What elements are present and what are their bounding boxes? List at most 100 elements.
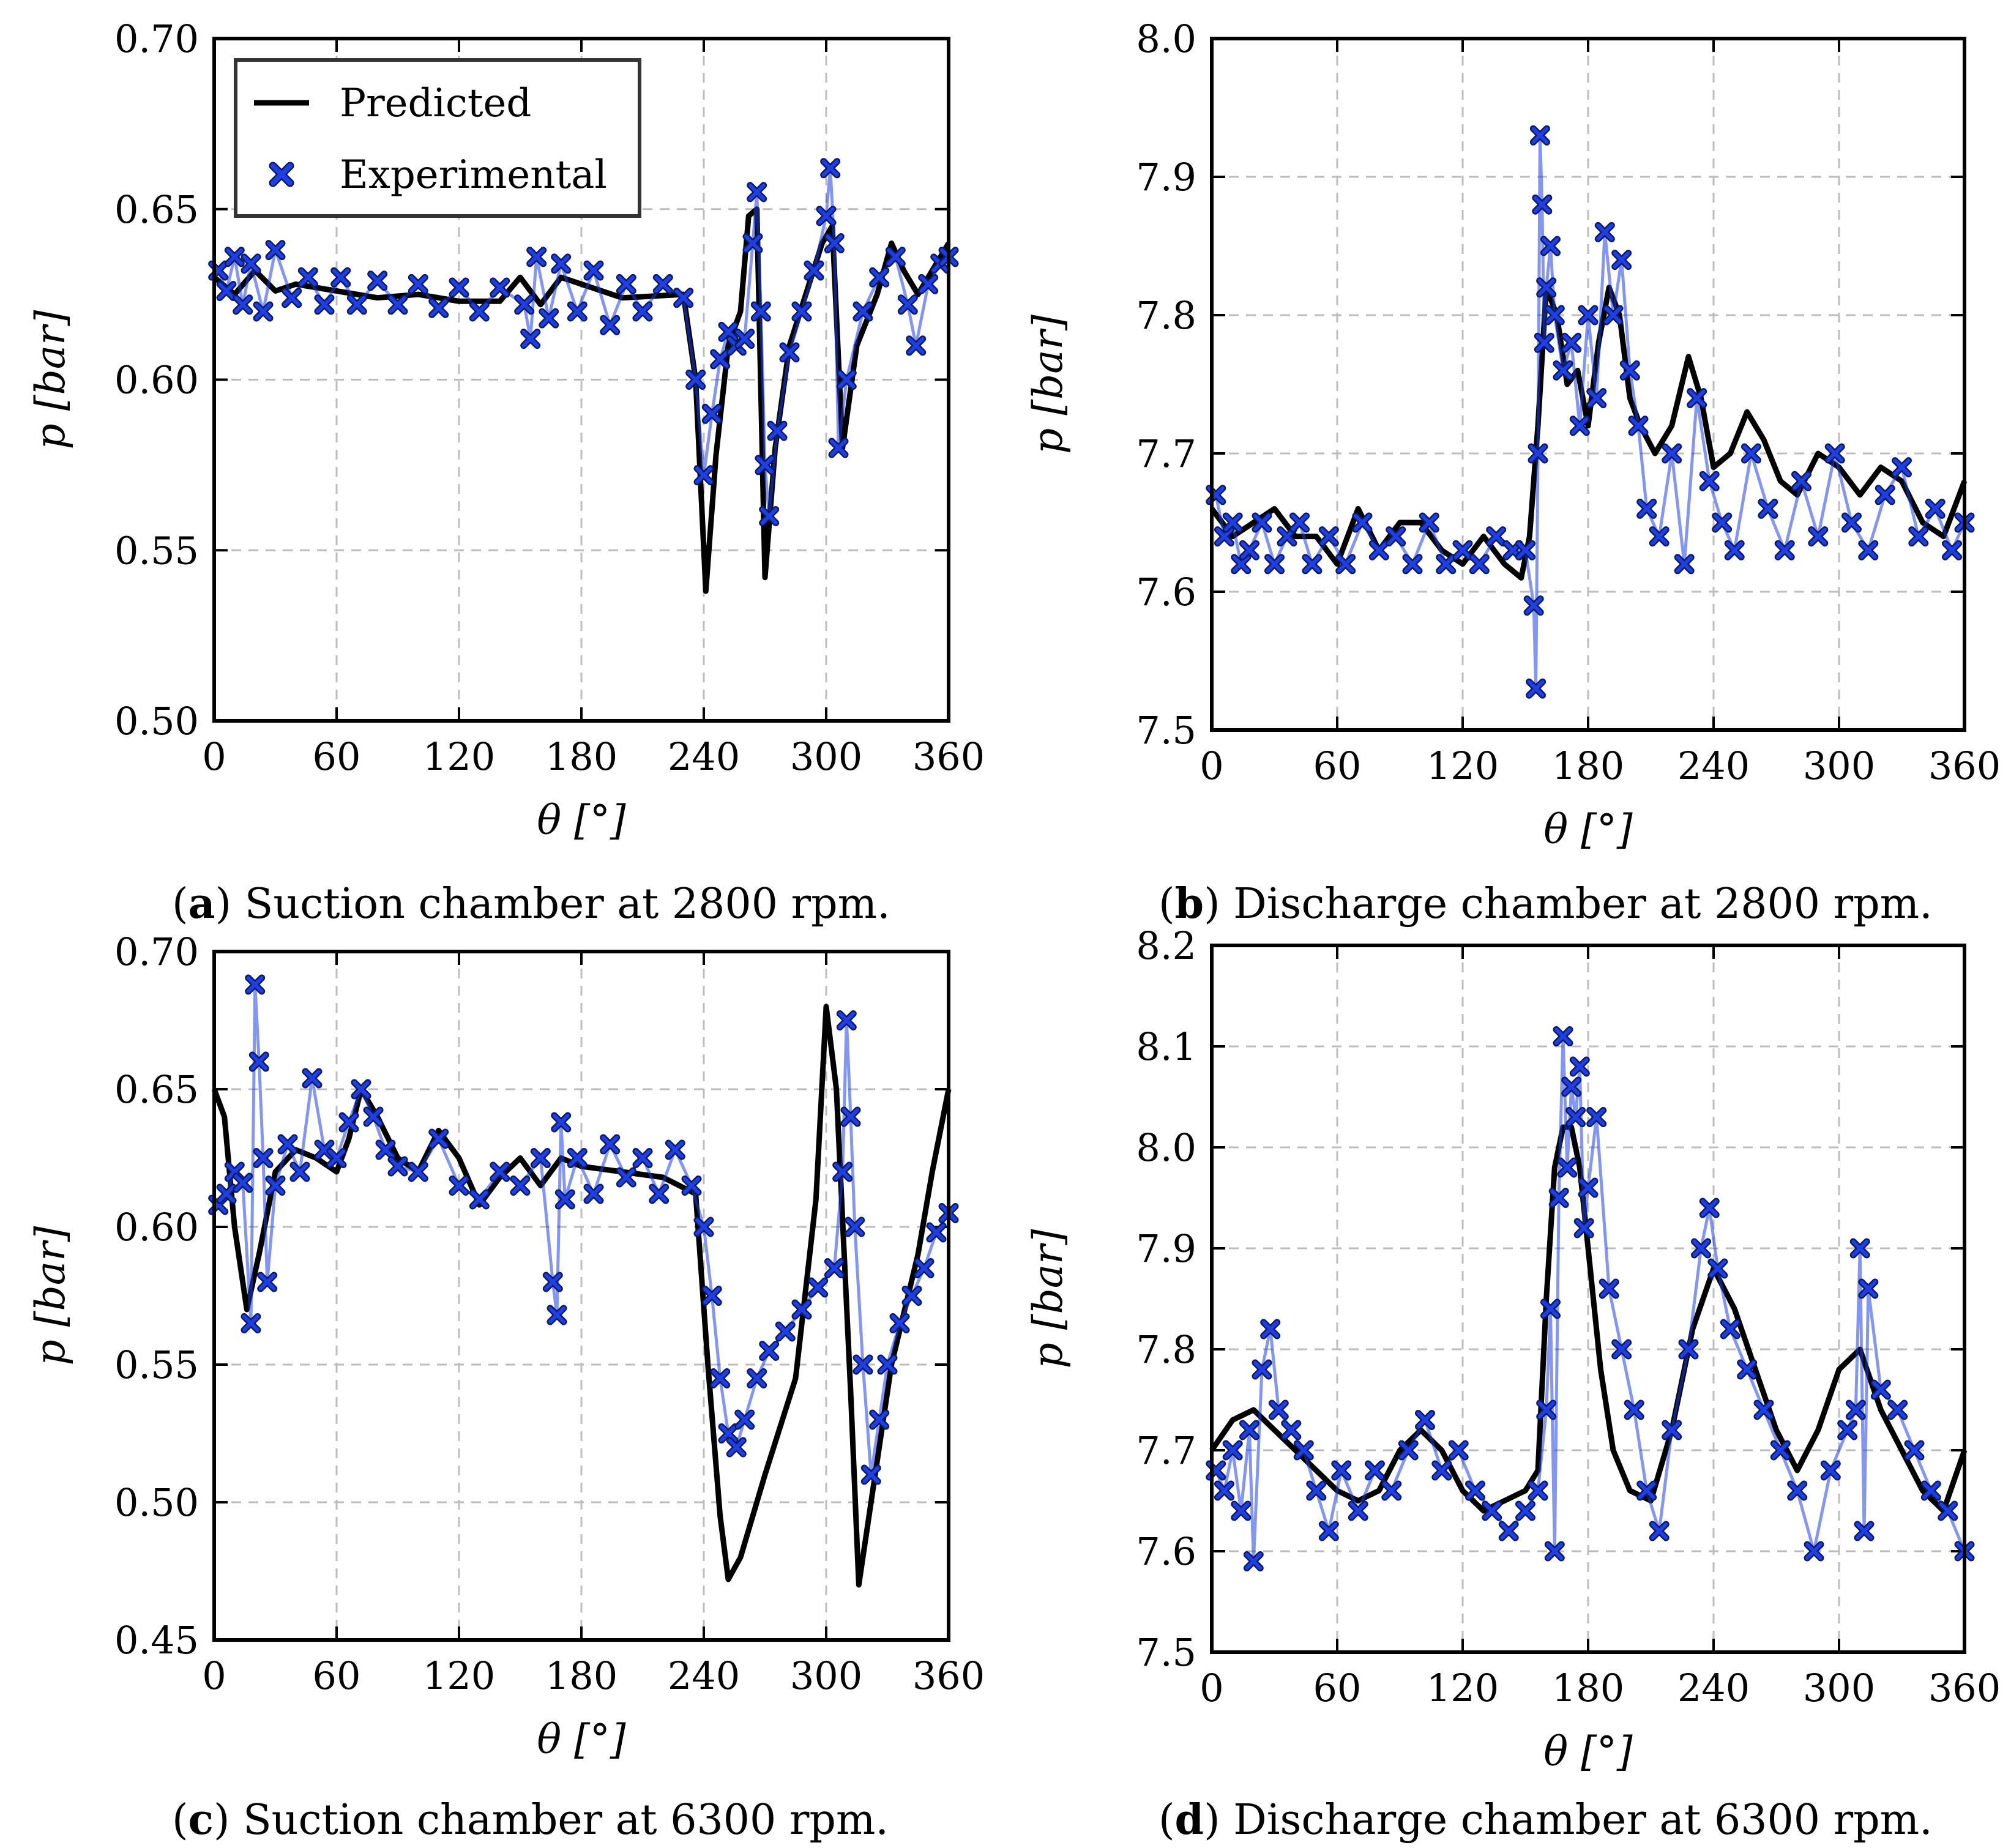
predicted-line <box>212 206 951 594</box>
experimental-point <box>1649 526 1670 547</box>
experimental-point <box>1628 415 1649 436</box>
experimental-point <box>710 1368 731 1388</box>
panel-c-suction-6300: 0 60 120 180 240 300 360 0.45 0.50 0.55 0.60 0.65 0.… <box>27 930 985 1763</box>
experimental-point <box>820 158 841 179</box>
caption-b-letter: b <box>1175 879 1204 928</box>
y-tick-label: 0.55 <box>114 528 199 573</box>
experimental-point <box>1820 1460 1841 1481</box>
experimental-point <box>583 1183 604 1204</box>
plot-frame <box>212 950 950 1642</box>
y-tick-label: 7.8 <box>1136 1327 1196 1372</box>
caption-a: (a) Suction chamber at 2800 rpm. <box>172 879 890 928</box>
experimental-point <box>901 1286 922 1306</box>
experimental-point <box>1260 1319 1281 1339</box>
experimental-point <box>1737 1359 1758 1380</box>
experimental-point <box>1415 1410 1435 1430</box>
experimental-point <box>681 1175 702 1196</box>
experimental-point <box>816 206 837 226</box>
experimental-point <box>1469 554 1490 575</box>
experimental-point <box>1904 1440 1925 1461</box>
experimental-point <box>245 974 266 995</box>
experimental-point <box>1849 1238 1870 1259</box>
experimental-point <box>1720 1319 1741 1339</box>
experimental-point <box>1302 554 1323 575</box>
experimental-point <box>1532 194 1553 215</box>
caption-d-letter: d <box>1175 1795 1204 1844</box>
experimental-point <box>551 1112 572 1133</box>
experimental-point <box>1448 1440 1469 1461</box>
experimental-point <box>346 294 367 315</box>
y-tick-label: 0.45 <box>114 1618 199 1663</box>
y-tick-label: 0.60 <box>114 1205 199 1250</box>
experimental-point <box>1214 1480 1234 1501</box>
experimental-point <box>1231 554 1252 575</box>
experimental-point <box>1611 250 1632 270</box>
experimental-point <box>1758 498 1778 519</box>
experimental-point <box>747 1368 767 1388</box>
experimental-point <box>832 1161 853 1182</box>
experimental-point <box>1252 1359 1272 1380</box>
y-tick-label: 8.0 <box>1136 17 1196 61</box>
experimental-point <box>1858 540 1879 561</box>
experimental-point <box>514 294 535 315</box>
experimental-point <box>1264 554 1285 575</box>
experimental-point <box>750 301 771 322</box>
experimental-point <box>216 281 237 301</box>
experimental-point <box>755 455 775 475</box>
experimental-point <box>808 1277 829 1298</box>
legend-box <box>234 58 641 218</box>
experimental-point <box>1724 540 1745 561</box>
panel-a-suction-2800: 0 60 120 180 240 300 360 0.50 0.55 0.60 0.65 0.70 θ … <box>27 17 985 844</box>
experimental-point <box>1529 125 1550 146</box>
experimental-point <box>1791 471 1811 491</box>
panel-d-discharge-6300: 0 60 120 180 240 300 360 7.5 7.6 7.7 7.8 7.9 8.0 8.1 8… <box>1024 923 2001 1775</box>
y-tick-label: 8.0 <box>1136 1125 1196 1170</box>
experimental-point <box>1841 512 1862 533</box>
experimental-point <box>1528 1480 1548 1501</box>
experimental-point <box>804 260 824 281</box>
experimental-point <box>1231 1500 1252 1521</box>
plot-frame <box>1210 37 1966 732</box>
experimental-point <box>224 1161 245 1182</box>
y-tick-label: 7.7 <box>1136 1428 1196 1473</box>
experimental-point <box>326 1148 347 1168</box>
experimental-point <box>1381 1480 1402 1501</box>
experimental-point <box>282 288 302 308</box>
x-tick-label: 180 <box>1552 743 1624 788</box>
experimental-point <box>1436 554 1457 575</box>
experimental-point <box>877 1354 898 1375</box>
x-tick-label: 240 <box>1677 1666 1750 1710</box>
x-tick-label: 360 <box>1928 1666 2001 1710</box>
experimental-point <box>1858 1278 1879 1299</box>
x-tick-label: 240 <box>1677 743 1750 788</box>
experimental-point <box>1674 554 1695 575</box>
x-tick-label: 120 <box>1427 1666 1499 1710</box>
experimental-point <box>387 1156 408 1177</box>
legend-experimental-swatch <box>269 162 294 187</box>
x-tick-label: 300 <box>790 734 862 779</box>
caption-a-text: Suction chamber at 2800 rpm. <box>231 880 890 928</box>
experimental-point <box>539 308 559 329</box>
experimental-point <box>1268 1399 1289 1420</box>
experimental-point <box>1222 512 1243 533</box>
experimental-point <box>1636 498 1657 519</box>
experimental-point <box>836 1010 857 1030</box>
x-tick-label: 180 <box>545 1653 617 1698</box>
experimental-point <box>530 1148 551 1168</box>
caption-d-text: Discharge chamber at 6300 rpm. <box>1220 1796 1933 1844</box>
x-axis-title: θ [°] <box>537 1716 625 1763</box>
x-tick-label: 360 <box>912 1653 985 1698</box>
y-tick-label: 0.70 <box>114 930 199 974</box>
experimental-point <box>1536 1399 1557 1420</box>
experimental-point <box>1603 305 1624 326</box>
experimental-point <box>265 1175 286 1196</box>
experimental-point <box>701 1286 722 1306</box>
experimental-point <box>1318 526 1339 547</box>
experimental-point <box>1774 540 1795 561</box>
experimental-point <box>510 1175 531 1196</box>
experimental-point <box>918 274 939 294</box>
experimental-point <box>351 1079 371 1100</box>
experimental-point <box>673 288 694 308</box>
experimental-point <box>1578 1177 1599 1198</box>
